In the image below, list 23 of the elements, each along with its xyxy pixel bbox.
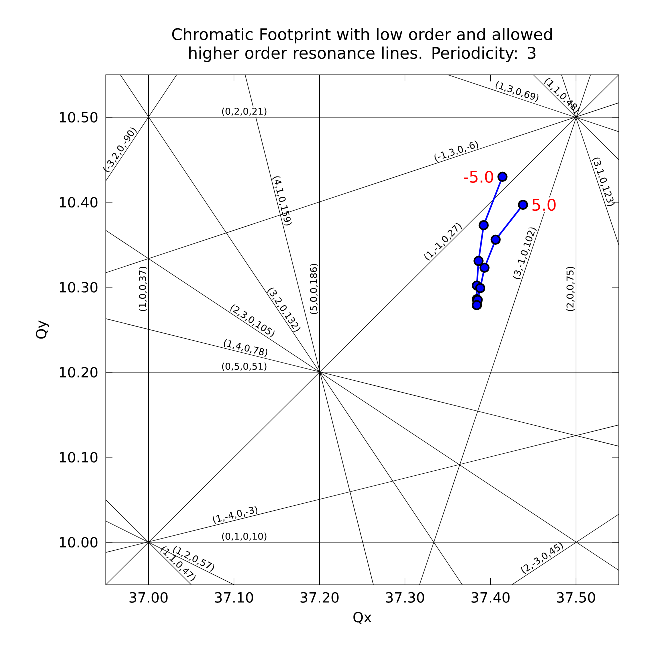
x-axis-title: Qx <box>354 612 372 624</box>
x-tick-label: 37.10 <box>215 592 254 603</box>
y-axis-title: Qy <box>36 320 50 339</box>
x-tick-label: 37.00 <box>130 592 168 603</box>
y-tick-label: 10.00 <box>60 537 98 548</box>
ref-line-label: (0,5,0,51) <box>222 362 267 372</box>
x-tick-label: 37.20 <box>300 592 339 603</box>
chart-title: Chromatic Footprint with low order and allowed higher order resonance lines. Periodicity: 3 <box>172 28 552 62</box>
y-tick-label: 10.30 <box>60 282 98 293</box>
ref-line-label: (5,0,0,186) <box>310 264 318 314</box>
annotation: 5.0 <box>532 198 556 212</box>
y-tick-label: 10.20 <box>60 367 98 378</box>
y-tick-label: 10.50 <box>60 112 98 123</box>
annotation: -5.0 <box>464 170 494 184</box>
x-tick-label: 37.30 <box>386 592 424 603</box>
ref-line-label: (1,0,0,37) <box>139 267 148 312</box>
ref-line-label: (0,2,0,21) <box>222 108 267 116</box>
x-tick-label: 37.50 <box>557 592 596 603</box>
ref-line-label: (2,0,0,75) <box>566 267 575 312</box>
y-tick-label: 10.10 <box>60 452 98 463</box>
y-tick-label: 10.40 <box>60 197 98 208</box>
x-tick-label: 37.40 <box>472 592 510 603</box>
ref-line-label: (0,1,0,10) <box>222 532 267 542</box>
